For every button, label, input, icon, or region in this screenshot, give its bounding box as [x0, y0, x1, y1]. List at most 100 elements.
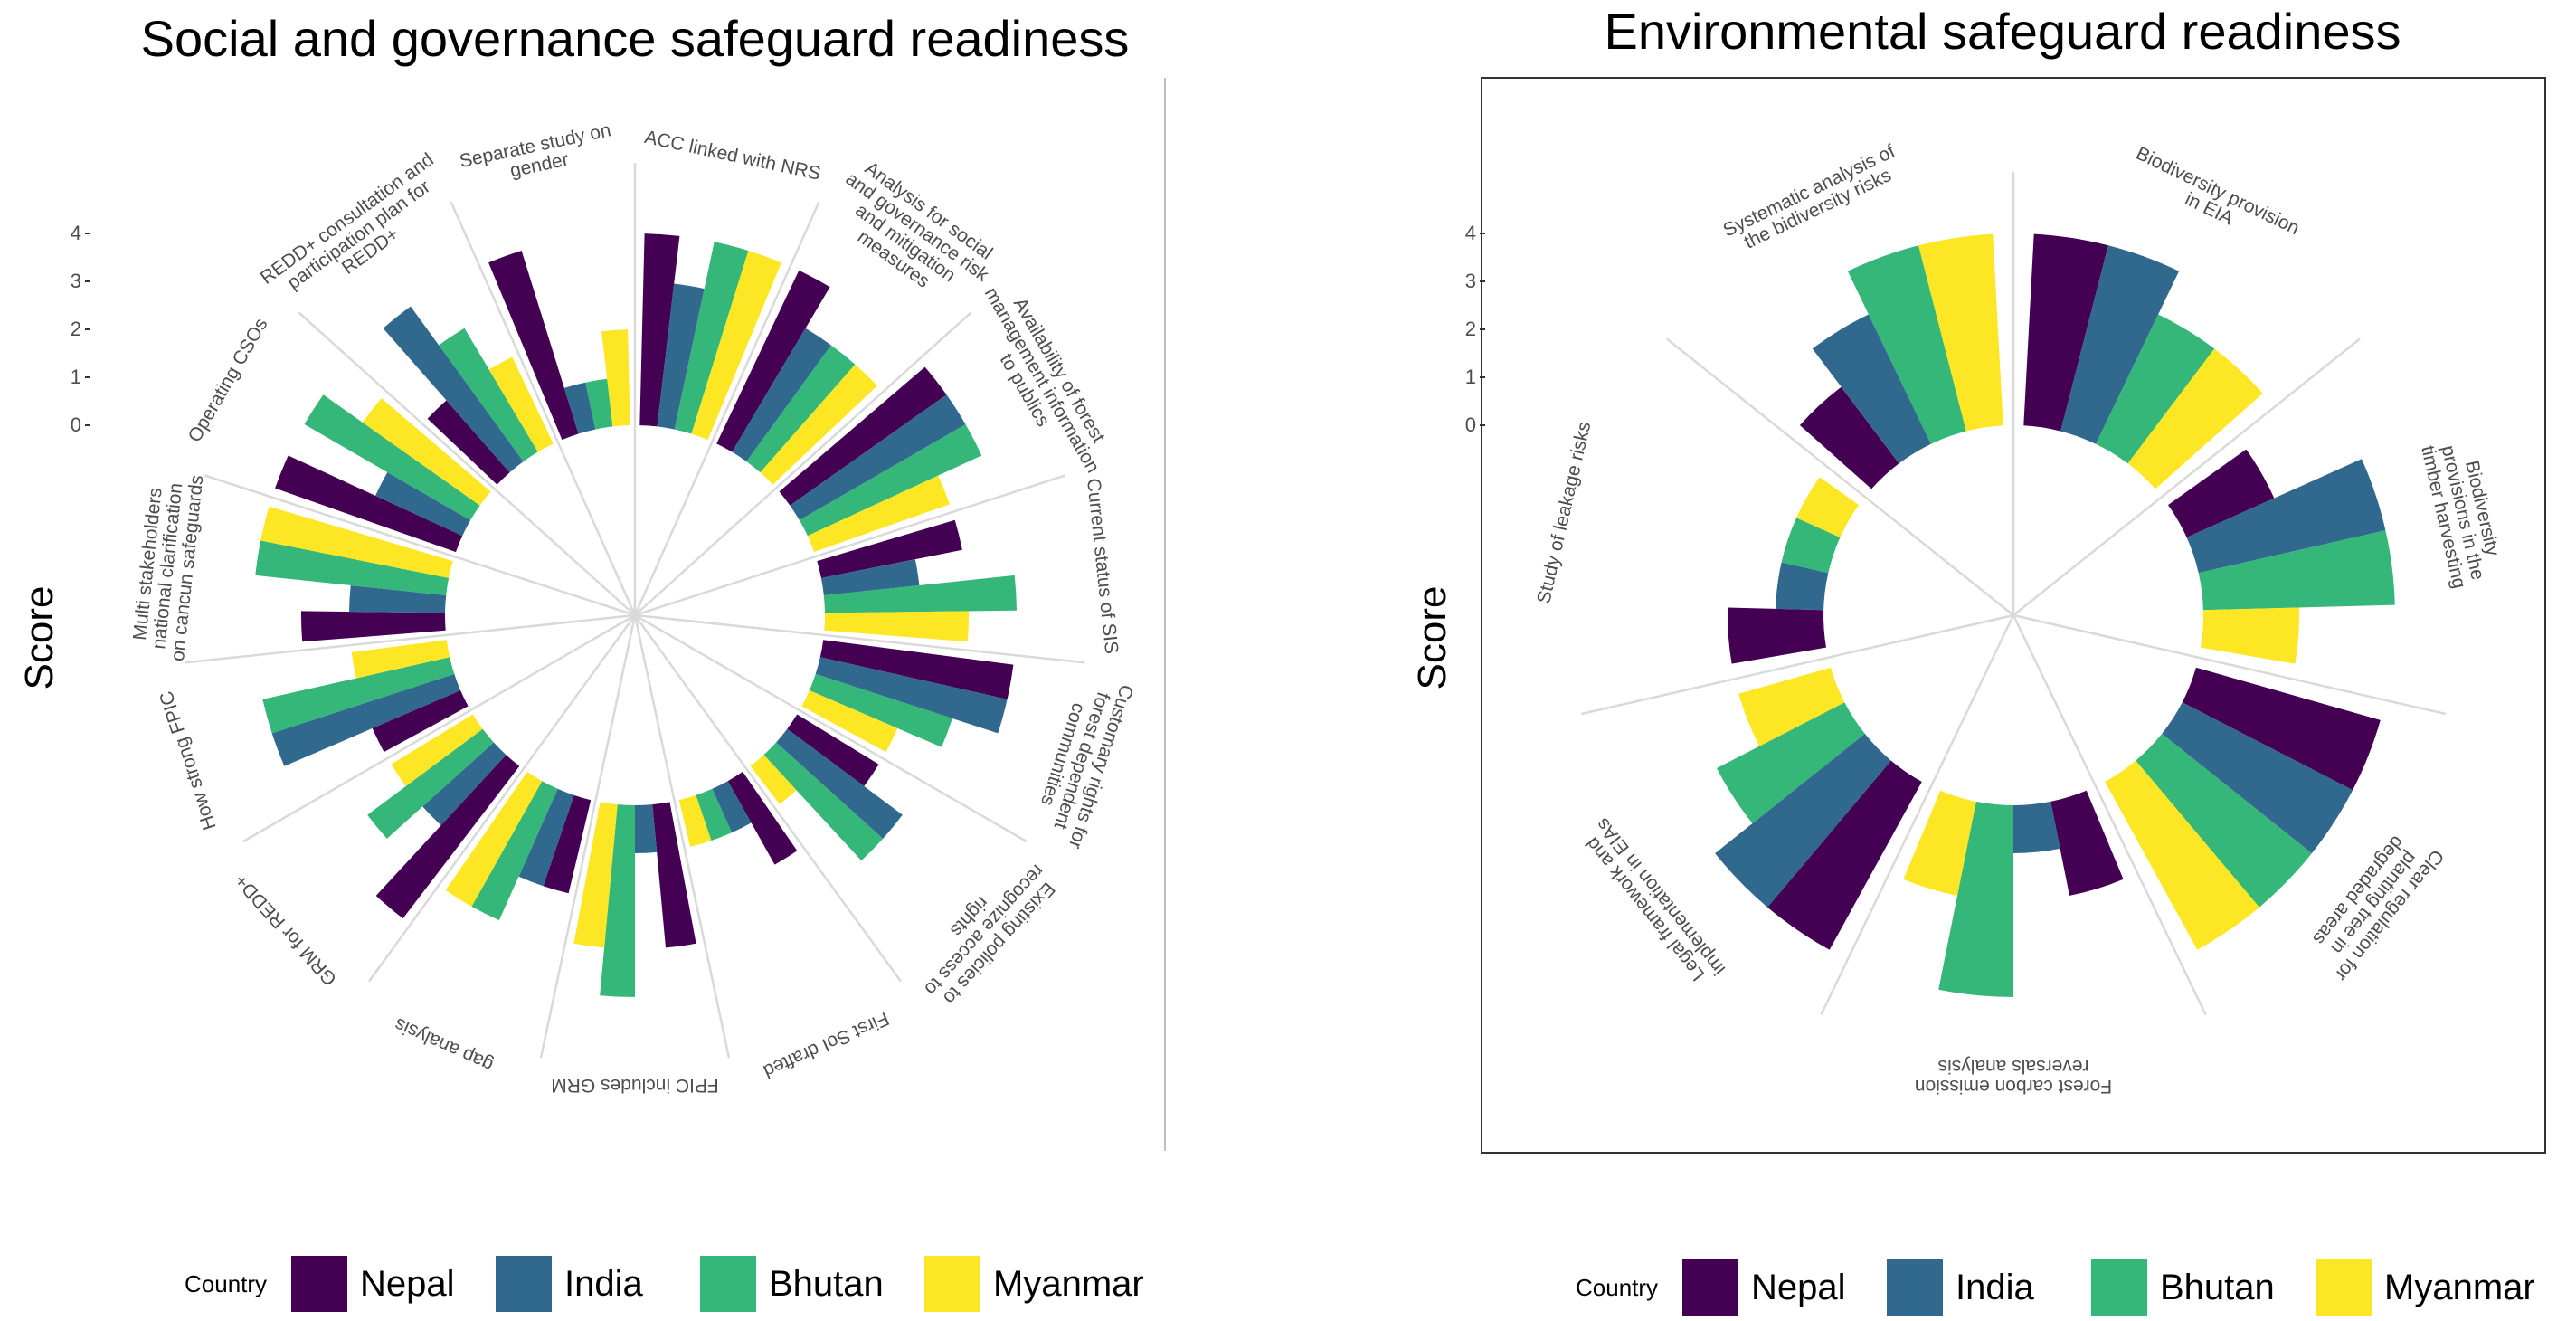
- bar-myanmar: [445, 771, 543, 907]
- legend-label-bhutan: Bhutan: [2160, 1268, 2275, 1307]
- gridline-spoke: [204, 474, 636, 617]
- bar-india: [422, 742, 507, 826]
- chart-title: Social and governance safeguard readines…: [141, 10, 1130, 67]
- bar-india: [1776, 562, 1829, 611]
- environmental-chart: Environmental safeguard readiness Score …: [1410, 3, 2546, 1154]
- svg-text:Legal framework andimplementat: Legal framework andimplementation in EIA…: [1577, 814, 1729, 992]
- svg-text:Customary rights forforest dep: Customary rights forforest dependentcomm…: [1027, 670, 1137, 851]
- category-label: Legal framework andimplementation in EIA…: [1577, 814, 1729, 992]
- category-label: Customary rights forforest dependentcomm…: [1027, 670, 1137, 851]
- bar-india: [271, 673, 461, 766]
- social-governance-chart: Social and governance safeguard readines…: [17, 10, 1137, 1096]
- bar-myanmar: [601, 329, 630, 427]
- legend-swatch-india: [1887, 1259, 1943, 1316]
- bar-india: [383, 306, 524, 473]
- bars: [1715, 233, 2395, 998]
- svg-text:Analysis for socialand governa: Analysis for socialand governance riskan…: [819, 152, 1005, 318]
- bar-india: [712, 781, 752, 833]
- y-tick-label: 1: [71, 366, 81, 388]
- bar-myanmar: [678, 794, 712, 847]
- bar-nepal: [716, 270, 830, 452]
- bar-india: [732, 328, 831, 462]
- svg-text:Current status of SIS: Current status of SIS: [1083, 478, 1122, 655]
- category-label: Forest carbon emissionreversals analysis: [1915, 1056, 2112, 1097]
- bar-myanmar: [750, 755, 797, 804]
- category-label: Analysis for socialand governance riskan…: [819, 152, 1005, 318]
- category-label: Clear regulation forplanting tree indegr…: [2308, 832, 2448, 984]
- svg-text:REDD+ consultation andparticip: REDD+ consultation andparticipation plan…: [257, 149, 461, 321]
- bar-bhutan: [585, 378, 613, 430]
- bar-india: [564, 382, 596, 434]
- gridline-spoke: [185, 613, 636, 664]
- gridline-spoke: [298, 311, 636, 616]
- bar-india: [2186, 459, 2386, 574]
- y-tick-label: 3: [1465, 270, 1476, 292]
- gridline-spoke: [634, 311, 972, 616]
- bar-bhutan: [823, 575, 1017, 613]
- bar-myanmar: [2127, 348, 2263, 489]
- radial-gridlines: [185, 163, 1085, 1059]
- bar-bhutan: [471, 781, 558, 921]
- y-tick-label: 4: [71, 222, 81, 244]
- gridline-spoke: [1820, 614, 2015, 1016]
- bar-bhutan: [799, 424, 982, 537]
- svg-text:Operating CSOs: Operating CSOs: [185, 315, 272, 446]
- gridline-spoke: [633, 614, 902, 983]
- y-tick-label: 4: [1465, 222, 1476, 244]
- category-label: First SoI drafted: [760, 1008, 892, 1082]
- bar-bhutan: [1717, 702, 1865, 824]
- radial-gridlines: [1581, 172, 2446, 1016]
- bar-myanmar: [488, 356, 554, 452]
- bar-india: [1715, 733, 1891, 908]
- legend-swatch-nepal: [1682, 1259, 1738, 1316]
- bar-nepal: [300, 611, 446, 642]
- bar-bhutan: [809, 673, 952, 747]
- bar-bhutan: [367, 728, 494, 839]
- bar-myanmar: [801, 690, 898, 753]
- bar-nepal: [817, 519, 962, 578]
- gridline-spoke: [368, 614, 637, 983]
- bar-india: [776, 728, 903, 839]
- bar-nepal: [652, 802, 696, 948]
- bar-bhutan: [600, 804, 635, 997]
- bar-bhutan: [255, 540, 450, 595]
- svg-text:FPIC includes GRM: FPIC includes GRM: [551, 1075, 719, 1096]
- bar-nepal: [2168, 449, 2275, 537]
- bar-bhutan: [1847, 245, 1966, 444]
- legend-swatch-myanmar: [924, 1256, 980, 1312]
- gridline-spoke: [634, 613, 1028, 843]
- bar-bhutan: [2198, 530, 2395, 611]
- y-tick-label: 3: [71, 270, 81, 292]
- bar-india: [635, 804, 658, 853]
- svg-text:gap analysis: gap analysis: [392, 1013, 497, 1075]
- legend-label-nepal: Nepal: [360, 1264, 455, 1304]
- legend-label-myanmar: Myanmar: [993, 1264, 1144, 1304]
- gridline-spoke: [2012, 614, 2207, 1016]
- gridline-spoke: [634, 474, 1065, 617]
- bar-india: [349, 585, 447, 613]
- bar-bhutan: [304, 394, 480, 520]
- bar-myanmar: [2201, 607, 2300, 664]
- gridline-spoke: [633, 614, 731, 1059]
- bar-myanmar: [760, 364, 877, 485]
- bar-myanmar: [351, 640, 450, 679]
- gridline-spoke: [242, 613, 636, 843]
- svg-text:Study of leakage risks: Study of leakage risks: [1533, 420, 1595, 605]
- y-tick-label: 2: [1465, 318, 1476, 340]
- category-label: Availability of forestmanagement informa…: [980, 284, 1109, 477]
- category-label: How strong FPIC: [156, 689, 220, 832]
- legend-title: Country: [1576, 1274, 1658, 1301]
- panel-border: [1481, 77, 2546, 1154]
- bar-bhutan: [696, 788, 732, 841]
- gridline-spoke: [2012, 337, 2361, 616]
- bar-nepal: [2182, 667, 2381, 791]
- bar-bhutan: [1938, 801, 2013, 998]
- category-label: Biodiversityprovisions in thetimber harv…: [2417, 443, 2503, 591]
- bar-myanmar: [1903, 790, 1976, 896]
- bar-nepal: [427, 400, 510, 485]
- y-tick-label: 2: [71, 318, 81, 340]
- bar-india: [657, 283, 705, 430]
- y-tick-label: 1: [1465, 366, 1476, 388]
- bar-nepal: [787, 714, 879, 786]
